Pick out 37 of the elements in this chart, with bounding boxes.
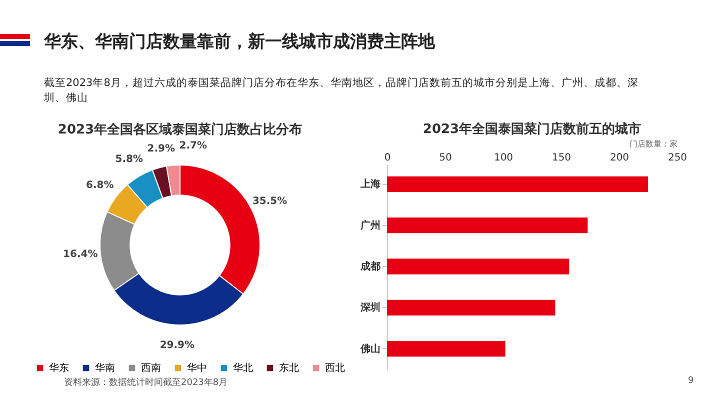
x-tick-label: 250	[668, 152, 688, 164]
legend-label: 华东	[49, 362, 69, 374]
y-tick-label: 佛山	[360, 342, 380, 355]
y-tick-label: 上海	[360, 178, 380, 190]
text: 截至2023年8月，超过六成的泰国菜品牌门店分布在华东、华南地区，品牌门店数前五的城市分别是上海、广州、成都、深圳、佛山	[44, 76, 640, 106]
x-tick-label: 150	[552, 152, 572, 164]
text: 资料来源：数据统计时间截至2023年8月	[64, 376, 228, 389]
bar	[387, 258, 570, 274]
bar	[387, 218, 588, 234]
text: 华东、华南门店数量靠前，新一线城市成消费主阵地	[44, 31, 435, 53]
y-tick-label: 广州	[360, 219, 380, 232]
bar	[387, 300, 556, 316]
x-tick-label: 200	[610, 152, 630, 164]
data-label: 6.8%	[86, 180, 114, 192]
y-tick-label: 深圳	[360, 302, 380, 314]
y-tick-label: 成都	[360, 260, 380, 272]
legend-label: 华南	[95, 362, 115, 374]
bar	[387, 176, 648, 192]
text: 9	[688, 376, 694, 386]
legend-label: 东北	[279, 362, 299, 374]
legend-label: 华北	[233, 362, 253, 374]
bar	[387, 341, 506, 357]
x-tick-label: 100	[494, 152, 514, 164]
x-tick-label: 50	[439, 152, 452, 164]
x-axis-title: 门店数量：家	[630, 140, 678, 148]
legend-label: 华中	[187, 362, 207, 374]
data-label: 16.4%	[63, 248, 98, 260]
chart-title: 2023年全国各区域泰国菜门店数占比分布	[58, 121, 302, 138]
legend-label: 西南	[141, 362, 161, 374]
x-tick-label: 0	[384, 152, 391, 164]
data-label: 35.5%	[252, 196, 288, 208]
data-label: 5.8%	[115, 154, 143, 165]
chart-title: 2023年全国泰国菜门店数前五的城市	[422, 121, 642, 137]
data-label: 2.9%	[147, 143, 175, 154]
data-label: 2.7%	[179, 140, 207, 152]
data-label: 29.9%	[160, 340, 195, 351]
legend-label: 西北	[325, 362, 345, 374]
